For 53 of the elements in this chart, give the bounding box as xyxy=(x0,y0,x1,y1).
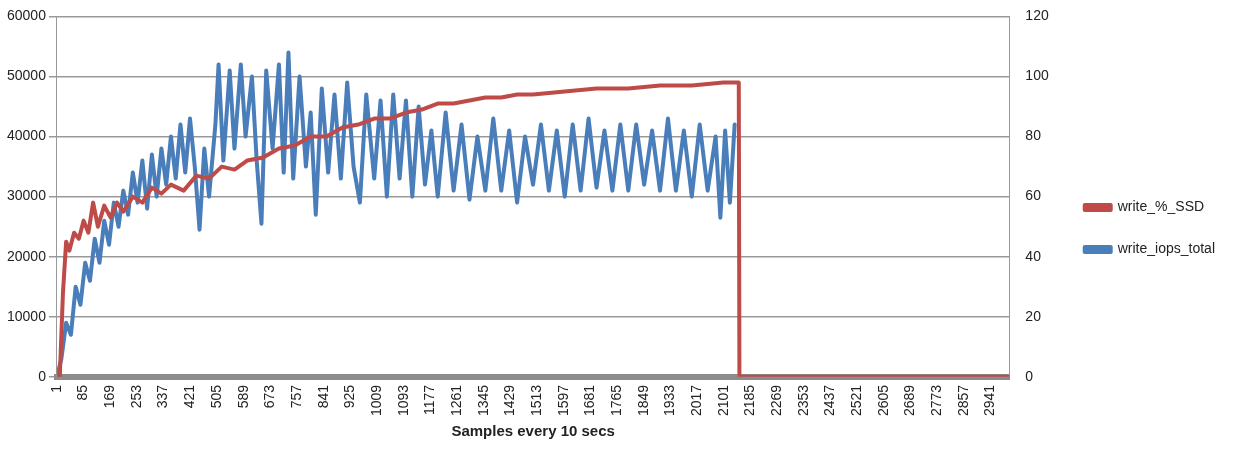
y-tick-label: 60000 xyxy=(6,7,47,24)
x-tick-label: 2269 xyxy=(768,384,785,417)
y-tick-label: 10000 xyxy=(6,307,47,324)
y-tick-label: 20000 xyxy=(6,247,47,264)
x-tick-label: 253 xyxy=(127,384,144,409)
x-tick-label: 2857 xyxy=(954,384,971,417)
x-tick-label: 1009 xyxy=(367,384,384,417)
y-tick-label: 0 xyxy=(38,367,47,384)
x-tick-label: 925 xyxy=(341,384,358,409)
y-tick-label: 40000 xyxy=(6,127,47,144)
x-tick-label: 2689 xyxy=(901,384,918,417)
x-tick-label: 673 xyxy=(261,384,278,409)
y2-tick-label: 20 xyxy=(1025,307,1042,324)
x-tick-label: 1765 xyxy=(608,384,625,417)
x-tick-label: 2353 xyxy=(794,384,811,417)
y2-tick-label: 120 xyxy=(1025,7,1049,24)
x-tick-label: 2101 xyxy=(714,384,731,417)
x-tick-label: 1513 xyxy=(527,384,544,417)
x-tick-label: 757 xyxy=(287,384,304,409)
x-tick-label: 2185 xyxy=(741,384,758,417)
x-tick-label: 2017 xyxy=(688,384,705,417)
x-tick-label: 505 xyxy=(207,384,224,409)
x-tick-label: 1 xyxy=(47,384,64,393)
x-tick-label: 1933 xyxy=(661,384,678,417)
x-axis-title: Samples every 10 secs xyxy=(451,422,615,440)
x-tick-label: 2941 xyxy=(981,384,998,417)
legend-label: write_iops_total xyxy=(1116,240,1216,257)
x-tick-label: 85 xyxy=(74,384,91,401)
y2-tick-label: 0 xyxy=(1025,367,1034,384)
y2-tick-label: 40 xyxy=(1025,247,1042,264)
x-tick-label: 1429 xyxy=(501,384,518,417)
x-tick-label: 589 xyxy=(234,384,251,409)
x-tick-label: 841 xyxy=(314,384,331,409)
y-tick-label: 50000 xyxy=(6,67,47,84)
legend-label: write_%_SSD xyxy=(1116,198,1205,215)
x-tick-label: 1849 xyxy=(634,384,651,417)
x-tick-label: 1261 xyxy=(447,384,464,417)
x-tick-label: 1345 xyxy=(474,384,491,417)
y2-tick-label: 100 xyxy=(1025,67,1049,84)
x-tick-label: 1597 xyxy=(554,384,571,417)
y2-tick-label: 60 xyxy=(1025,187,1042,204)
x-tick-label: 421 xyxy=(181,384,198,409)
x-tick-label: 337 xyxy=(154,384,171,409)
x-tick-label: 2605 xyxy=(874,384,891,417)
x-tick-label: 2521 xyxy=(848,384,865,417)
x-tick-label: 169 xyxy=(101,384,118,409)
y-tick-label: 30000 xyxy=(6,187,47,204)
x-tick-label: 2437 xyxy=(821,384,838,417)
x-tick-label: 1681 xyxy=(581,384,598,417)
x-tick-label: 2773 xyxy=(928,384,945,417)
x-tick-label: 1093 xyxy=(394,384,411,417)
x-tick-label: 1177 xyxy=(421,384,438,415)
y2-tick-label: 80 xyxy=(1025,127,1042,144)
